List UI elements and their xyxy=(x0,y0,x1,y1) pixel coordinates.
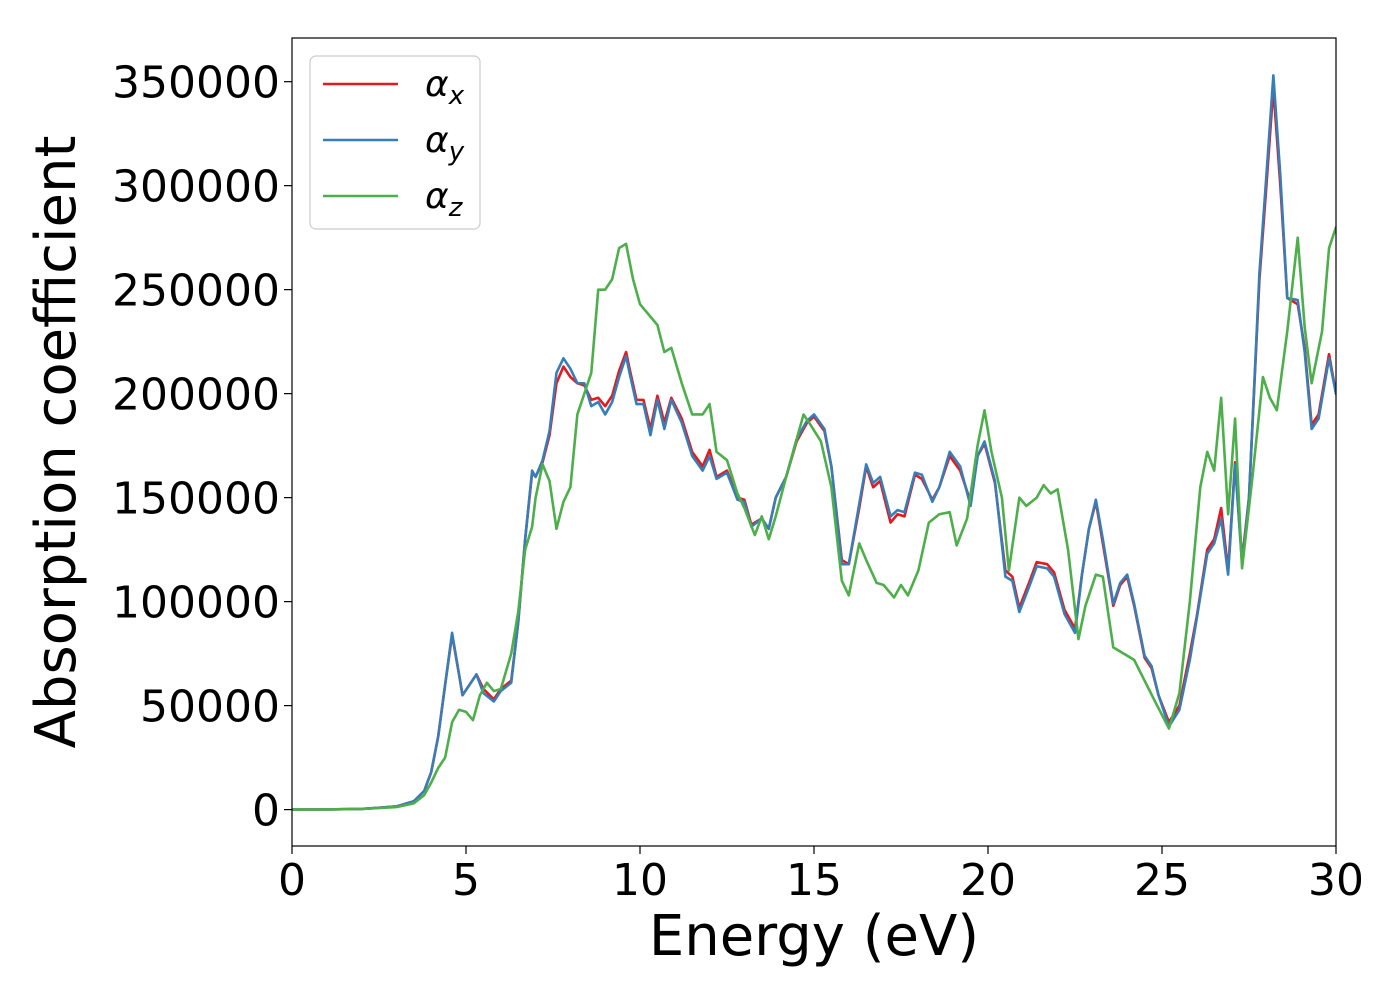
y-tick-label: 0 xyxy=(252,786,280,837)
x-tick-label: 30 xyxy=(1308,855,1364,906)
x-tick-label: 20 xyxy=(960,855,1016,906)
legend-box xyxy=(309,55,481,230)
y-tick-label: 150000 xyxy=(112,474,280,525)
y-tick-label: 250000 xyxy=(112,266,280,317)
y-axis-ticks: 0 50000 100000 150000 200000 250000 300000 3500… xyxy=(112,58,292,837)
y-axis-title: Absorption coefficient xyxy=(24,136,89,749)
y-tick-label: 300000 xyxy=(112,162,280,213)
series-layer xyxy=(292,74,1336,811)
legend-label-x: αx xyxy=(425,64,465,111)
x-tick-label: 10 xyxy=(612,855,668,906)
y-tick-label: 100000 xyxy=(112,578,280,629)
legend-label-z: αz xyxy=(425,176,464,223)
y-tick-label: 50000 xyxy=(140,682,280,733)
x-tick-label: 15 xyxy=(786,855,842,906)
series-line-z xyxy=(292,225,1336,811)
legend-label-y: αy xyxy=(425,120,465,167)
x-tick-label: 25 xyxy=(1134,855,1190,906)
y-tick-label: 200000 xyxy=(112,370,280,421)
y-tick-label: 350000 xyxy=(112,58,280,109)
series-line-y xyxy=(292,74,1336,811)
legend: αx αy αz xyxy=(309,55,481,230)
x-axis-ticks: 0 5 10 15 20 25 30 xyxy=(278,846,1364,906)
x-axis-title: Energy (eV) xyxy=(649,904,979,969)
x-tick-label: 5 xyxy=(452,855,480,906)
x-tick-label: 0 xyxy=(278,855,306,906)
